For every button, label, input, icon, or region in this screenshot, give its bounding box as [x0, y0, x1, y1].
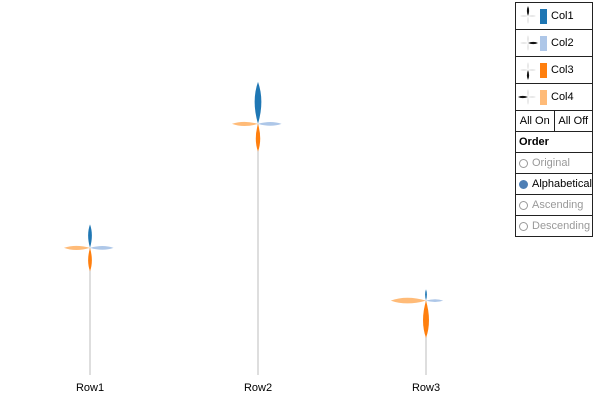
order-option-original[interactable]: Original	[515, 152, 593, 174]
petal-row1-col1[interactable]	[88, 224, 92, 248]
radio-icon	[519, 158, 528, 168]
petal-row1-col3[interactable]	[88, 247, 92, 272]
legend-item-col4[interactable]: Col4	[515, 83, 593, 111]
row-label-row2: Row2	[244, 382, 272, 394]
legend-petal-col1	[526, 6, 530, 16]
legend-label-col3: Col3	[551, 64, 574, 76]
radio-icon	[519, 221, 528, 231]
toggle-buttons: All On All Off	[515, 110, 593, 132]
radio-icon	[519, 179, 528, 189]
legend-petal-col3	[527, 43, 529, 51]
row-label-row1: Row1	[76, 382, 104, 394]
legend-label-col1: Col1	[551, 10, 574, 22]
petal-row2-col2[interactable]	[258, 122, 282, 126]
order-options: Original Alphabetical Ascending Descending	[515, 152, 593, 237]
order-option-descending[interactable]: Descending	[515, 215, 593, 237]
legend-petal-col2	[528, 69, 536, 71]
legend-flower-icon	[520, 62, 536, 80]
all-on-button[interactable]: All On	[515, 110, 555, 132]
legend-flower-icon	[520, 6, 536, 24]
legend-petal-col2	[528, 96, 536, 98]
legend-item-col1[interactable]: Col1	[515, 2, 593, 30]
petal-row3-col3[interactable]	[423, 300, 429, 338]
legend-petal-col4	[520, 42, 528, 44]
order-title: Order	[515, 131, 593, 153]
order-option-label: Original	[532, 157, 570, 169]
flower-row2: Row2	[231, 81, 282, 394]
petal-row2-col4[interactable]	[231, 121, 258, 126]
legend-petal-col3	[527, 16, 529, 24]
order-option-label: Descending	[532, 220, 591, 232]
row-label-row3: Row3	[412, 382, 440, 394]
legend-petal-col4	[520, 15, 528, 17]
legend-swatch-col2	[540, 35, 547, 51]
legend-label-col2: Col2	[551, 37, 574, 49]
order-option-ascending[interactable]: Ascending	[515, 194, 593, 216]
legend-flower-icon	[518, 89, 536, 105]
all-off-button[interactable]: All Off	[553, 110, 593, 132]
legend-flower-icon	[520, 35, 538, 51]
legend-petal-col4	[520, 69, 528, 71]
flower-row1: Row1	[63, 224, 114, 394]
radio-icon	[519, 200, 528, 210]
order-option-label: Ascending	[532, 199, 584, 211]
legend-petal-col2	[528, 41, 538, 45]
legend: Col1 Col2 Col3 Col4	[515, 2, 593, 111]
petal-row1-col2[interactable]	[90, 246, 114, 250]
flower-row3: Row3	[390, 289, 444, 394]
legend-item-col3[interactable]: Col3	[515, 56, 593, 84]
legend-petal-col2	[528, 15, 536, 17]
legend-swatch-col4	[540, 89, 547, 105]
petal-row1-col4[interactable]	[63, 245, 90, 250]
order-option-alphabetical[interactable]: Alphabetical	[515, 173, 593, 195]
legend-swatch-col3	[540, 62, 547, 78]
legend-petal-col1	[527, 35, 529, 43]
legend-item-col2[interactable]: Col2	[515, 29, 593, 57]
order-option-label: Alphabetical	[532, 178, 592, 190]
legend-petal-col3	[526, 70, 530, 80]
petal-row2-col3[interactable]	[255, 123, 261, 152]
petal-row3-col1[interactable]	[425, 289, 427, 301]
petal-row2-col1[interactable]	[254, 81, 262, 124]
legend-swatch-col1	[540, 8, 547, 24]
petal-row3-col4[interactable]	[390, 297, 426, 304]
legend-petal-col4	[518, 95, 528, 99]
petal-row3-col2[interactable]	[426, 299, 444, 302]
legend-petal-col1	[527, 62, 529, 70]
legend-petal-col1	[527, 89, 529, 97]
legend-label-col4: Col4	[551, 91, 574, 103]
legend-petal-col3	[527, 97, 529, 105]
control-panel: Col1 Col2 Col3 Col4 All On All Off Order Or…	[515, 2, 593, 237]
